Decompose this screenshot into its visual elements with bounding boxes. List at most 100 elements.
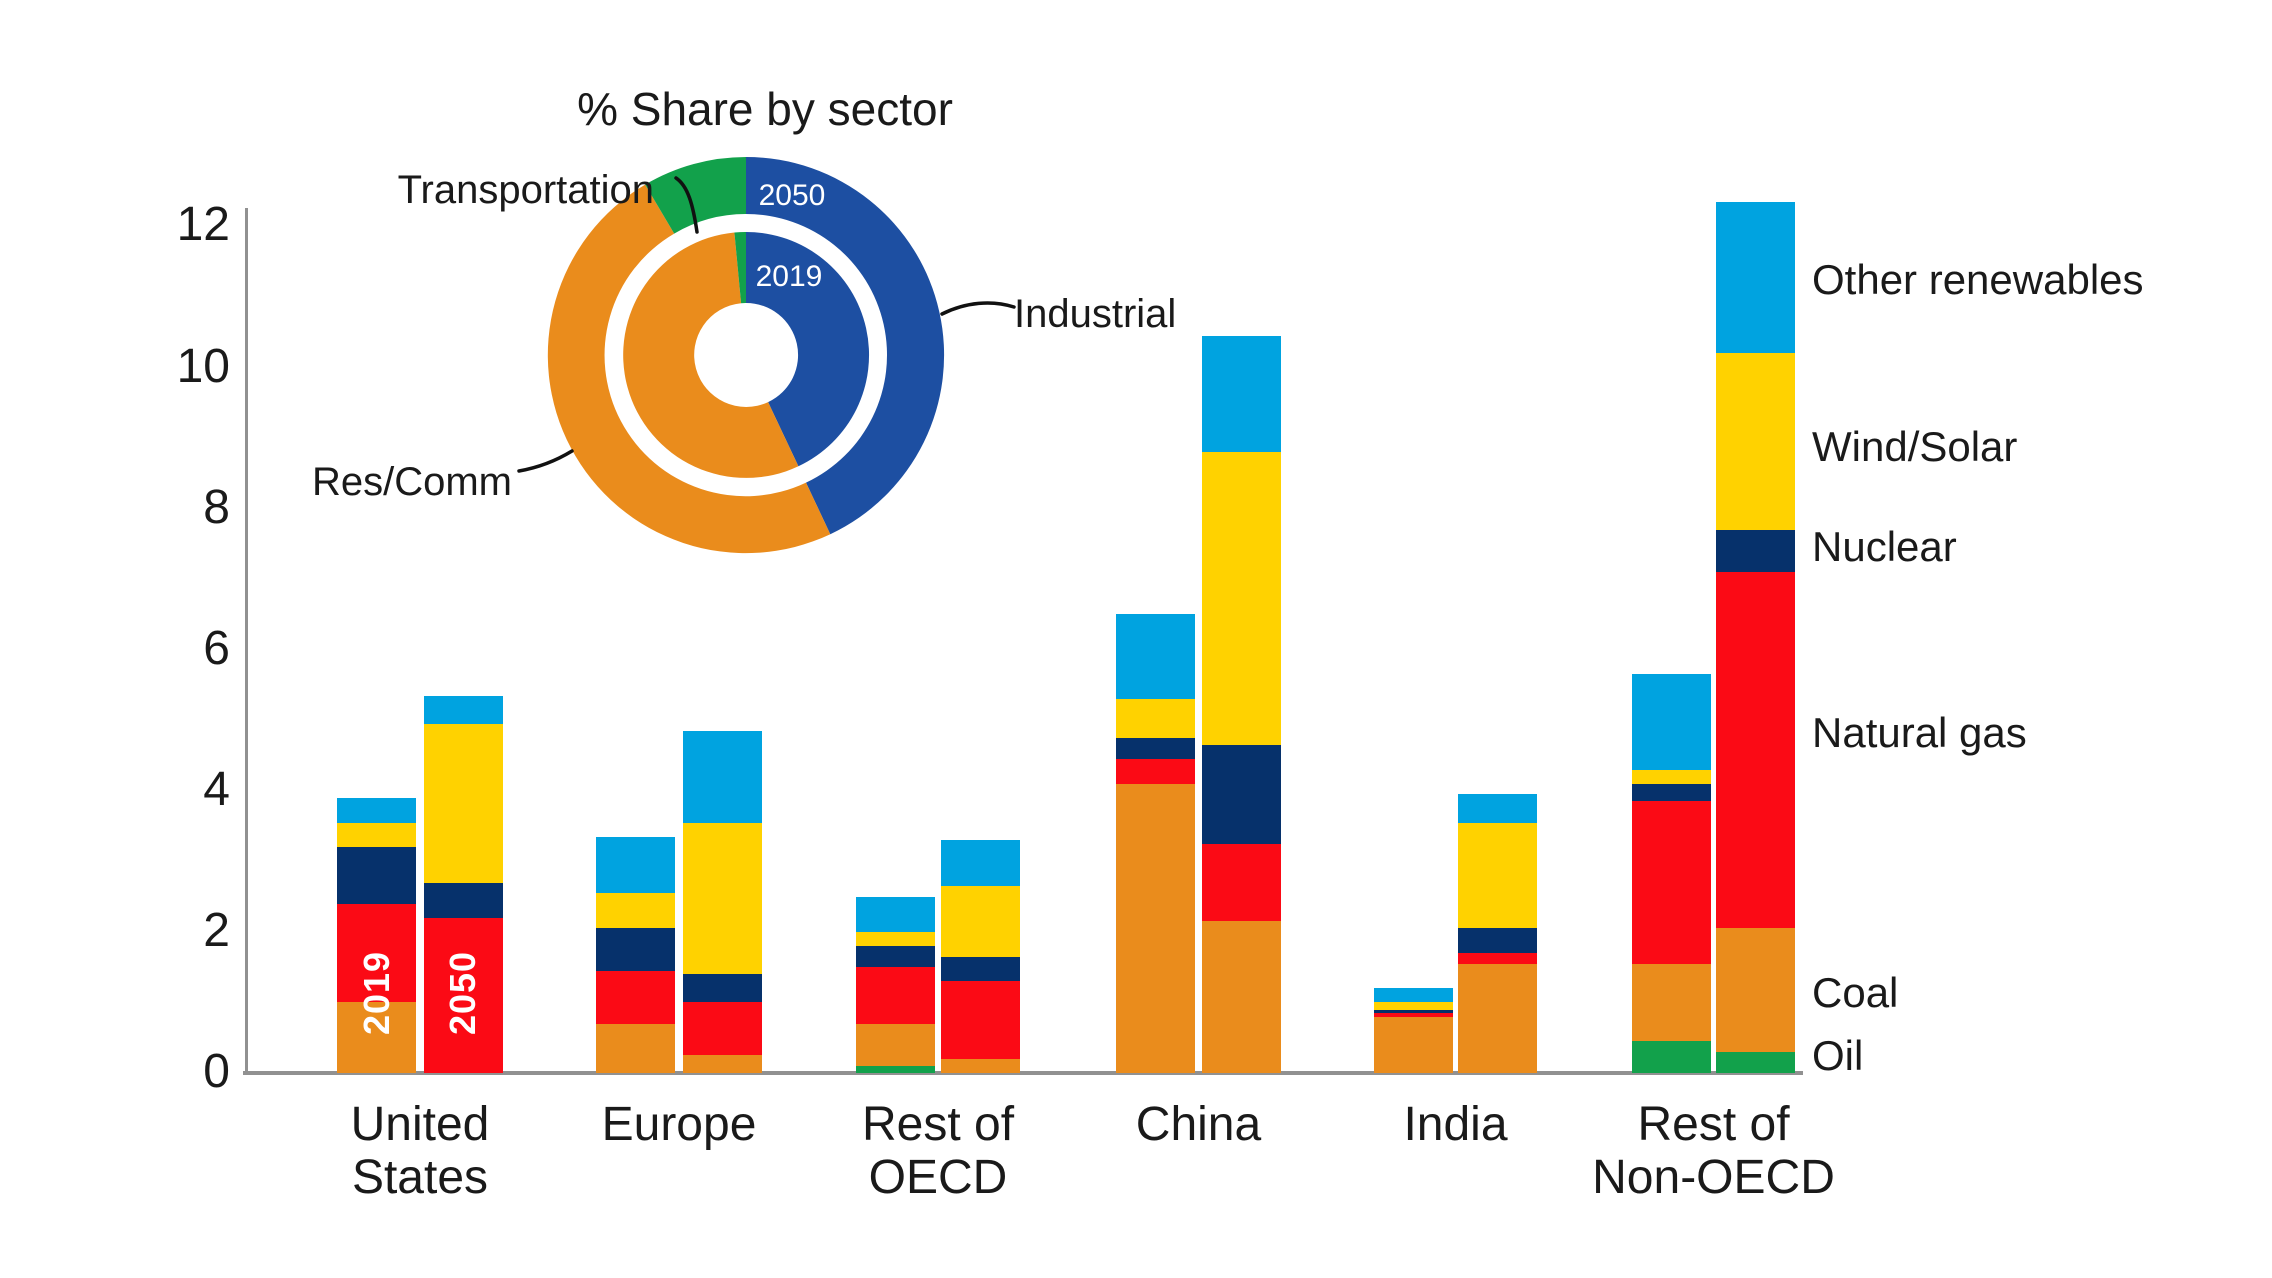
y-tick-12: 12 — [176, 198, 230, 252]
bar-segment-china-2019-coal — [1116, 784, 1195, 1073]
y-tick-6: 6 — [203, 621, 230, 675]
bar-segment-europe-2050-natural-gas — [683, 1002, 762, 1055]
category-label-rest-of-non-oecd-line1: Rest of — [1637, 1098, 1790, 1151]
rescomm-connector-line — [517, 449, 574, 473]
bar-segment-china-2050-wind-solar — [1202, 452, 1281, 745]
inner-ring-year-label: 2019 — [755, 260, 823, 293]
bar-segment-china-2050-nuclear — [1202, 745, 1281, 844]
category-label-united-states-line1: United — [350, 1098, 490, 1151]
legend-label-natural-gas: Natural gas — [1812, 709, 2027, 756]
donut-2019-res-comm — [623, 232, 799, 478]
bar-segment-europe-2050-other-renewables — [683, 731, 762, 823]
bar-segment-china-2019-nuclear — [1116, 738, 1195, 759]
bar-segment-united-states-2050-other-renewables — [424, 696, 503, 724]
bar-segment-rest-of-non-oecd-2050-nuclear — [1716, 530, 1795, 572]
bar-segment-india-2019-other-renewables — [1374, 988, 1453, 1002]
bar-segment-united-states-2019-nuclear — [337, 847, 416, 904]
us-2019-bar-year-label: 2019 — [356, 950, 397, 1036]
outer-ring-year-label: 2050 — [758, 179, 826, 212]
y-tick-4: 4 — [203, 762, 230, 816]
bar-segment-europe-2050-coal — [683, 1055, 762, 1073]
y-tick-8: 8 — [203, 480, 230, 534]
donut-2019-transportation — [734, 231, 746, 304]
bar-segment-rest-of-non-oecd-2019-coal — [1632, 964, 1711, 1041]
bar-segment-europe-2019-wind-solar — [596, 893, 675, 928]
bar-segment-india-2050-nuclear — [1458, 928, 1537, 953]
label-industrial: Industrial — [1014, 292, 1177, 336]
bar-segment-rest-of-oecd-2050-other-renewables — [941, 840, 1020, 886]
bar-segment-united-states-2050-nuclear — [424, 883, 503, 918]
bar-segment-rest-of-oecd-2019-natural-gas — [856, 967, 935, 1024]
donut-2019-industrial — [746, 232, 870, 467]
industrial-connector-line — [940, 301, 1016, 316]
bar-segment-rest-of-non-oecd-2050-oil — [1716, 1052, 1795, 1073]
bar-segment-rest-of-non-oecd-2019-other-renewables — [1632, 674, 1711, 770]
bar-segment-rest-of-non-oecd-2019-nuclear — [1632, 784, 1711, 801]
bar-segment-rest-of-non-oecd-2019-wind-solar — [1632, 770, 1711, 784]
bar-segment-rest-of-oecd-2050-natural-gas — [941, 981, 1020, 1059]
bar-segment-rest-of-non-oecd-2050-other-renewables — [1716, 202, 1795, 353]
bar-segment-europe-2050-wind-solar — [683, 823, 762, 974]
bar-segment-rest-of-oecd-2019-oil — [856, 1066, 935, 1073]
legend-label-oil: Oil — [1812, 1032, 1864, 1079]
category-label-united-states-line2: States — [351, 1151, 489, 1204]
donut-2050-res-comm — [547, 184, 831, 554]
bar-segment-india-2050-other-renewables — [1458, 794, 1537, 823]
category-label-rest-of-oecd-line1: Rest of — [861, 1098, 1015, 1151]
bar-segment-rest-of-oecd-2019-nuclear — [856, 946, 935, 967]
bar-segment-rest-of-non-oecd-2050-natural-gas — [1716, 572, 1795, 928]
legend-label-nuclear: Nuclear — [1812, 523, 1957, 570]
bar-segment-united-states-2019-wind-solar — [337, 823, 416, 847]
category-label-europe: Europe — [601, 1098, 757, 1151]
category-label-india: India — [1403, 1098, 1508, 1151]
category-label-china: China — [1135, 1098, 1262, 1151]
bar-segment-europe-2019-natural-gas — [596, 971, 675, 1024]
category-label-rest-of-oecd-line2: OECD — [868, 1151, 1008, 1204]
bar-segment-europe-2019-other-renewables — [596, 837, 675, 893]
us-2050-bar-year-label: 2050 — [442, 950, 483, 1036]
bar-segment-china-2050-other-renewables — [1202, 336, 1281, 452]
bar-segment-europe-2050-nuclear — [683, 974, 762, 1002]
bar-segment-rest-of-non-oecd-2050-coal — [1716, 928, 1795, 1052]
bar-segment-united-states-2050-wind-solar — [424, 724, 503, 883]
bar-segment-europe-2019-coal — [596, 1024, 675, 1073]
bar-segment-rest-of-oecd-2050-wind-solar — [941, 886, 1020, 957]
bar-segment-europe-2019-nuclear — [596, 928, 675, 971]
bar-segment-united-states-2019-other-renewables — [337, 798, 416, 823]
bar-segment-rest-of-non-oecd-2050-wind-solar — [1716, 353, 1795, 530]
donut-2050-transportation — [645, 157, 746, 234]
legend-label-other-renewables: Other renewables — [1812, 256, 2144, 303]
bar-segment-china-2050-coal — [1202, 921, 1281, 1073]
label-transportation: Transportation — [397, 168, 654, 212]
bar-segment-rest-of-oecd-2050-nuclear — [941, 957, 1020, 981]
bar-segment-rest-of-oecd-2019-wind-solar — [856, 932, 935, 946]
bar-segment-united-states-2050-natural-gas — [424, 918, 503, 1073]
label-rescomm: Res/Comm — [311, 460, 513, 504]
bar-segment-united-states-2019-natural-gas — [337, 904, 416, 1002]
bar-segment-rest-of-oecd-2050-coal — [941, 1059, 1020, 1073]
bar-segment-india-2019-nuclear — [1374, 1010, 1453, 1013]
bar-segment-india-2050-wind-solar — [1458, 823, 1537, 928]
bar-segment-united-states-2019-coal — [337, 1002, 416, 1073]
bar-segment-india-2050-coal — [1458, 964, 1537, 1073]
donut-title: % Share by sector — [577, 83, 953, 135]
bar-segment-rest-of-oecd-2019-other-renewables — [856, 897, 935, 932]
bar-segment-rest-of-oecd-2019-coal — [856, 1024, 935, 1066]
bar-segment-india-2019-coal — [1374, 1017, 1453, 1073]
y-tick-0: 0 — [203, 1045, 230, 1098]
legend-label-coal: Coal — [1812, 969, 1899, 1016]
bar-segment-china-2019-wind-solar — [1116, 699, 1195, 738]
bar-segment-india-2019-natural-gas — [1374, 1013, 1453, 1017]
legend-label-wind-solar: Wind/Solar — [1812, 423, 2018, 470]
bar-segment-india-2019-wind-solar — [1374, 1002, 1453, 1010]
y-axis-line — [245, 208, 248, 1074]
y-tick-2: 2 — [203, 903, 230, 957]
bar-segment-rest-of-non-oecd-2019-natural-gas — [1632, 801, 1711, 964]
x-axis-line — [243, 1071, 1803, 1075]
y-tick-10: 10 — [176, 339, 230, 393]
category-label-rest-of-non-oecd-line2: Non-OECD — [1592, 1151, 1835, 1204]
donut-2050-industrial — [746, 156, 945, 535]
bar-segment-china-2050-natural-gas — [1202, 844, 1281, 921]
